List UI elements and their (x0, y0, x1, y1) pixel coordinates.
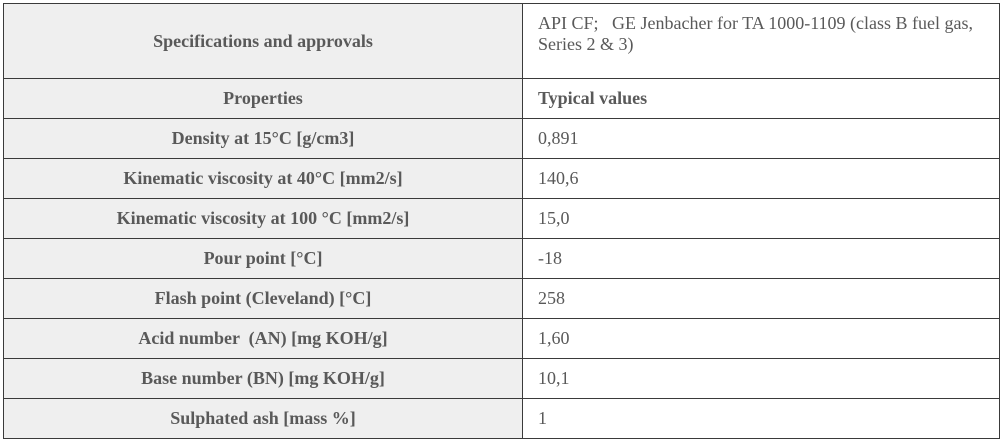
value-cell: 0,891 (522, 118, 1000, 159)
value-cell: 140,6 (522, 158, 1000, 199)
value-cell: Typical values (522, 78, 1000, 119)
value-cell: 258 (522, 278, 1000, 319)
properties-table: Specifications and approvals API CF; GE J… (3, 3, 1000, 439)
property-cell: Flash point (Cleveland) [°C] (3, 278, 523, 319)
property-cell: Base number (BN) [mg KOH/g] (3, 358, 523, 399)
value-cell: 1 (522, 398, 1000, 439)
value-cell: 15,0 (522, 198, 1000, 239)
table-row: Pour point [°C] -18 (3, 238, 1000, 279)
table-row: Specifications and approvals API CF; GE J… (3, 3, 1000, 79)
table-row: Kinematic viscosity at 100 °C [mm2/s] 15,… (3, 198, 1000, 239)
property-cell: Kinematic viscosity at 100 °C [mm2/s] (3, 198, 523, 239)
table-row: Base number (BN) [mg KOH/g] 10,1 (3, 358, 1000, 399)
value-cell: 10,1 (522, 358, 1000, 399)
property-cell: Acid number (AN) [mg KOH/g] (3, 318, 523, 359)
table-row: Flash point (Cleveland) [°C] 258 (3, 278, 1000, 319)
value-cell: 1,60 (522, 318, 1000, 359)
value-cell: -18 (522, 238, 1000, 279)
property-cell: Specifications and approvals (3, 3, 523, 79)
table-row: Acid number (AN) [mg KOH/g] 1,60 (3, 318, 1000, 359)
property-cell: Pour point [°C] (3, 238, 523, 279)
value-cell: API CF; GE Jenbacher for TA 1000-1109 (c… (522, 3, 1000, 79)
property-cell: Sulphated ash [mass %] (3, 398, 523, 439)
table-row: Sulphated ash [mass %] 1 (3, 398, 1000, 439)
property-cell: Kinematic viscosity at 40°C [mm2/s] (3, 158, 523, 199)
table-row: Kinematic viscosity at 40°C [mm2/s] 140,6 (3, 158, 1000, 199)
table-row: Density at 15°C [g/cm3] 0,891 (3, 118, 1000, 159)
property-cell: Density at 15°C [g/cm3] (3, 118, 523, 159)
table-row: Properties Typical values (3, 78, 1000, 119)
property-cell: Properties (3, 78, 523, 119)
table-body: Specifications and approvals API CF; GE J… (3, 3, 1000, 439)
